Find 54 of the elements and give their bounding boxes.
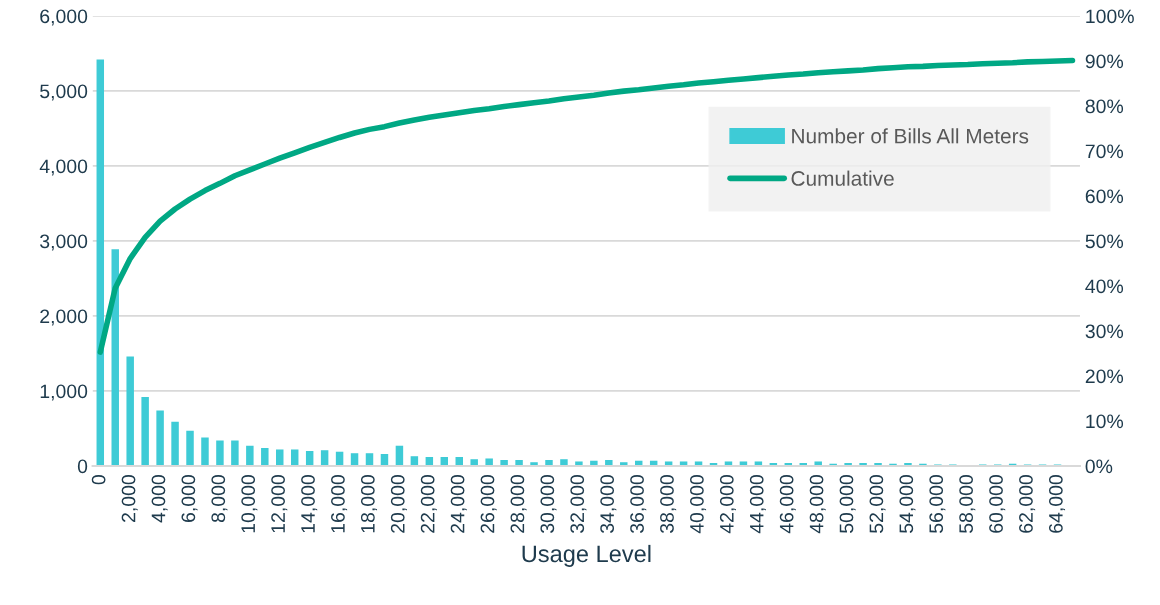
x-tick-label: 32,000 xyxy=(570,475,587,534)
y2-tick-label: 20% xyxy=(1085,369,1124,384)
x-tick-label: 22,000 xyxy=(420,475,437,533)
y2-tick-label: 60% xyxy=(1085,189,1124,204)
x-tick-label: 36,000 xyxy=(630,475,647,534)
y2-tick-label: 40% xyxy=(1085,279,1124,294)
y-tick-label: 5,000 xyxy=(40,84,88,101)
x-tick-label: 50,000 xyxy=(839,475,856,533)
y-tick-label: 0 xyxy=(77,459,88,474)
x-tick-label: 0 xyxy=(91,475,106,485)
x-tick-label: 16,000 xyxy=(331,475,348,533)
y2-tick-label: 80% xyxy=(1085,99,1124,114)
x-tick-label: 18,000 xyxy=(360,475,378,533)
y-tick-label: 6,000 xyxy=(40,9,88,26)
y2-tick-label: 90% xyxy=(1085,54,1124,69)
x-tick-label: 42,000 xyxy=(719,475,736,534)
y2-tick-label: 50% xyxy=(1085,234,1124,249)
x-tick-label: 46,000 xyxy=(779,475,796,534)
x-tick-label: 30,000 xyxy=(540,475,557,534)
x-tick-label: 20,000 xyxy=(390,475,407,533)
x-tick-label: 38,000 xyxy=(660,475,677,534)
x-tick-label: 62,000 xyxy=(1019,475,1036,533)
x-tick-label: 44,000 xyxy=(749,475,766,534)
y2-tick-label: 70% xyxy=(1085,144,1124,159)
y2-tick-label: 100% xyxy=(1086,9,1134,24)
x-tick-label: 8,000 xyxy=(211,475,228,523)
x-tick-label: 14,000 xyxy=(301,475,318,533)
x-tick-label: 48,000 xyxy=(809,475,826,534)
x-tick-label: 10,000 xyxy=(241,475,258,533)
legend-label: Number of Bills All Meters xyxy=(792,128,1029,144)
x-tick-label: 4,000 xyxy=(151,475,168,523)
x-tick-label: 26,000 xyxy=(480,475,497,533)
x-tick-label: 54,000 xyxy=(899,475,916,533)
x-tick-label: 28,000 xyxy=(510,475,527,533)
x-axis-title: Usage Level xyxy=(522,544,651,567)
x-tick-label: 34,000 xyxy=(600,475,617,534)
x-tick-label: 58,000 xyxy=(959,475,976,533)
x-tick-label: 56,000 xyxy=(929,475,946,533)
legend-label: Cumulative xyxy=(791,170,894,186)
x-tick-label: 2,000 xyxy=(121,475,138,522)
y-tick-label: 2,000 xyxy=(40,309,88,326)
y2-tick-label: 0% xyxy=(1085,459,1113,474)
y-tick-label: 4,000 xyxy=(39,159,88,176)
x-tick-label: 40,000 xyxy=(690,475,707,534)
x-tick-label: 60,000 xyxy=(989,475,1006,533)
x-tick-label: 12,000 xyxy=(271,475,288,533)
y-tick-label: 3,000 xyxy=(40,234,88,251)
x-tick-label: 6,000 xyxy=(181,475,198,522)
y-tick-label: 1,000 xyxy=(40,384,88,401)
y2-tick-label: 10% xyxy=(1086,414,1124,429)
x-tick-label: 52,000 xyxy=(869,475,886,533)
x-tick-label: 64,000 xyxy=(1048,475,1066,533)
y2-tick-label: 30% xyxy=(1085,324,1124,339)
x-tick-label: 24,000 xyxy=(450,475,467,533)
